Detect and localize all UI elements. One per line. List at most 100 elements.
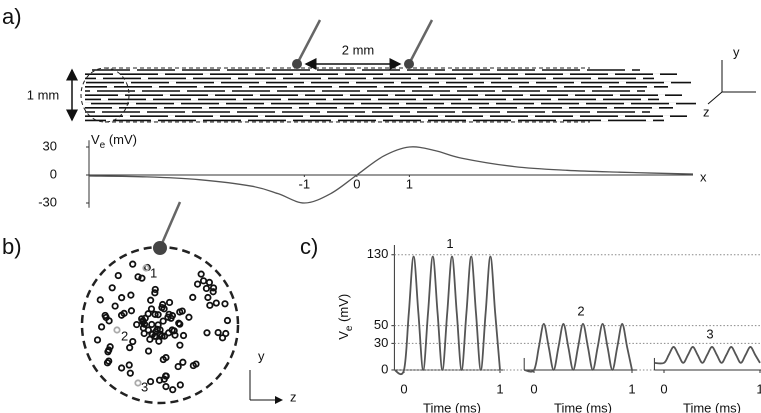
- neuron: [164, 329, 173, 337]
- electrode: [295, 19, 322, 65]
- y-axis-label-part: (mV): [105, 133, 137, 148]
- data-line: [654, 346, 761, 365]
- neuron: [140, 320, 149, 328]
- neuron: [155, 337, 163, 345]
- subplot-title: 2: [577, 303, 584, 318]
- neuron: [176, 308, 184, 316]
- neuron: [205, 278, 214, 287]
- neuron: [105, 357, 113, 365]
- neuron: [174, 362, 182, 371]
- y-axis-label-part: V: [91, 133, 100, 148]
- electrode: [407, 19, 434, 65]
- x-tick-label: 0: [400, 381, 407, 396]
- neuron: [138, 315, 146, 323]
- y-tick-label: 50: [374, 317, 388, 332]
- y-axis-label-part: (mV): [336, 294, 351, 326]
- neuron: [171, 331, 179, 339]
- neuron: [126, 344, 134, 352]
- y-tick-label: 0: [50, 166, 57, 181]
- neuron: [118, 294, 126, 302]
- y-tick-label: 30: [374, 335, 388, 350]
- x-tick-label: 0: [353, 176, 360, 191]
- neuron: [144, 326, 152, 334]
- y-axis-label: Ve (mV): [336, 294, 354, 340]
- x-axis-label: Time (ms): [423, 400, 481, 413]
- x-tick-label: 1: [496, 381, 503, 396]
- neuron: [164, 313, 172, 321]
- neuron: [105, 317, 113, 325]
- data-line: [88, 146, 694, 204]
- electrode-label: 1: [150, 265, 157, 280]
- neuron: [151, 285, 159, 294]
- neuron: [160, 375, 168, 383]
- axis-name: y: [733, 44, 740, 59]
- electrode: [158, 201, 182, 249]
- neuron: [147, 296, 155, 304]
- electrode-tip: [292, 59, 302, 69]
- neuron: [156, 326, 164, 334]
- neuron: [140, 329, 148, 338]
- neuron: [221, 300, 229, 308]
- y-axis-label-part: e: [100, 140, 106, 151]
- x-tick-label: 1: [756, 381, 761, 396]
- neuron: [189, 293, 197, 301]
- panel-label: b): [2, 234, 22, 259]
- x-tick-label: 0: [530, 381, 537, 396]
- neuron: [179, 358, 187, 366]
- neuron: [197, 270, 205, 278]
- neuron: [129, 260, 137, 268]
- data-line: [524, 322, 633, 373]
- neuron: [209, 288, 217, 296]
- y-tick-label: 0: [381, 361, 388, 376]
- neuron: [159, 317, 167, 325]
- neuron: [223, 316, 232, 325]
- bundle-end: [80, 67, 130, 123]
- neuron: [159, 355, 167, 364]
- neuron: [151, 310, 159, 318]
- neuron: [114, 271, 122, 280]
- y-tick-label: 30: [43, 138, 57, 153]
- neuron: [202, 284, 211, 293]
- neuron: [101, 311, 109, 320]
- neuron: [204, 293, 212, 302]
- neuron: [206, 301, 214, 309]
- electrode-tip: [153, 241, 167, 255]
- electrode-label: 2: [121, 328, 128, 343]
- recorded-neuron: [142, 264, 150, 272]
- neuron: [127, 307, 136, 315]
- neuron: [127, 291, 135, 299]
- neuron: [147, 305, 156, 313]
- neuron: [176, 341, 184, 349]
- neuron: [138, 274, 146, 282]
- neuron: [203, 329, 211, 337]
- neuron: [108, 284, 116, 292]
- x-tick-label: 0: [660, 381, 667, 396]
- neuron: [199, 277, 208, 285]
- neuron: [144, 347, 153, 355]
- panel-label: a): [2, 4, 22, 29]
- recorded-neuron: [134, 379, 142, 387]
- neuron: [126, 369, 134, 377]
- neuron: [125, 361, 133, 369]
- x-tick-label: -1: [299, 176, 311, 191]
- panel-label: c): [300, 234, 318, 259]
- neuron: [151, 289, 159, 297]
- recorded-neuron: [113, 326, 121, 334]
- neuron: [169, 386, 177, 394]
- neuron: [97, 323, 106, 331]
- neuron: [185, 313, 193, 321]
- neuron: [222, 329, 230, 338]
- neuron: [209, 284, 218, 292]
- neuron: [214, 328, 222, 337]
- neuron: [111, 302, 119, 310]
- x-tick-label: 1: [628, 381, 635, 396]
- bundle-outline: [105, 67, 590, 123]
- axis-name: z: [290, 389, 297, 404]
- neuron: [179, 331, 188, 340]
- neuron: [218, 334, 227, 342]
- y-axis-label-part: e: [344, 325, 355, 331]
- neuron: [129, 337, 137, 346]
- electrode-label: 3: [141, 379, 148, 394]
- axis-name: z: [703, 104, 710, 119]
